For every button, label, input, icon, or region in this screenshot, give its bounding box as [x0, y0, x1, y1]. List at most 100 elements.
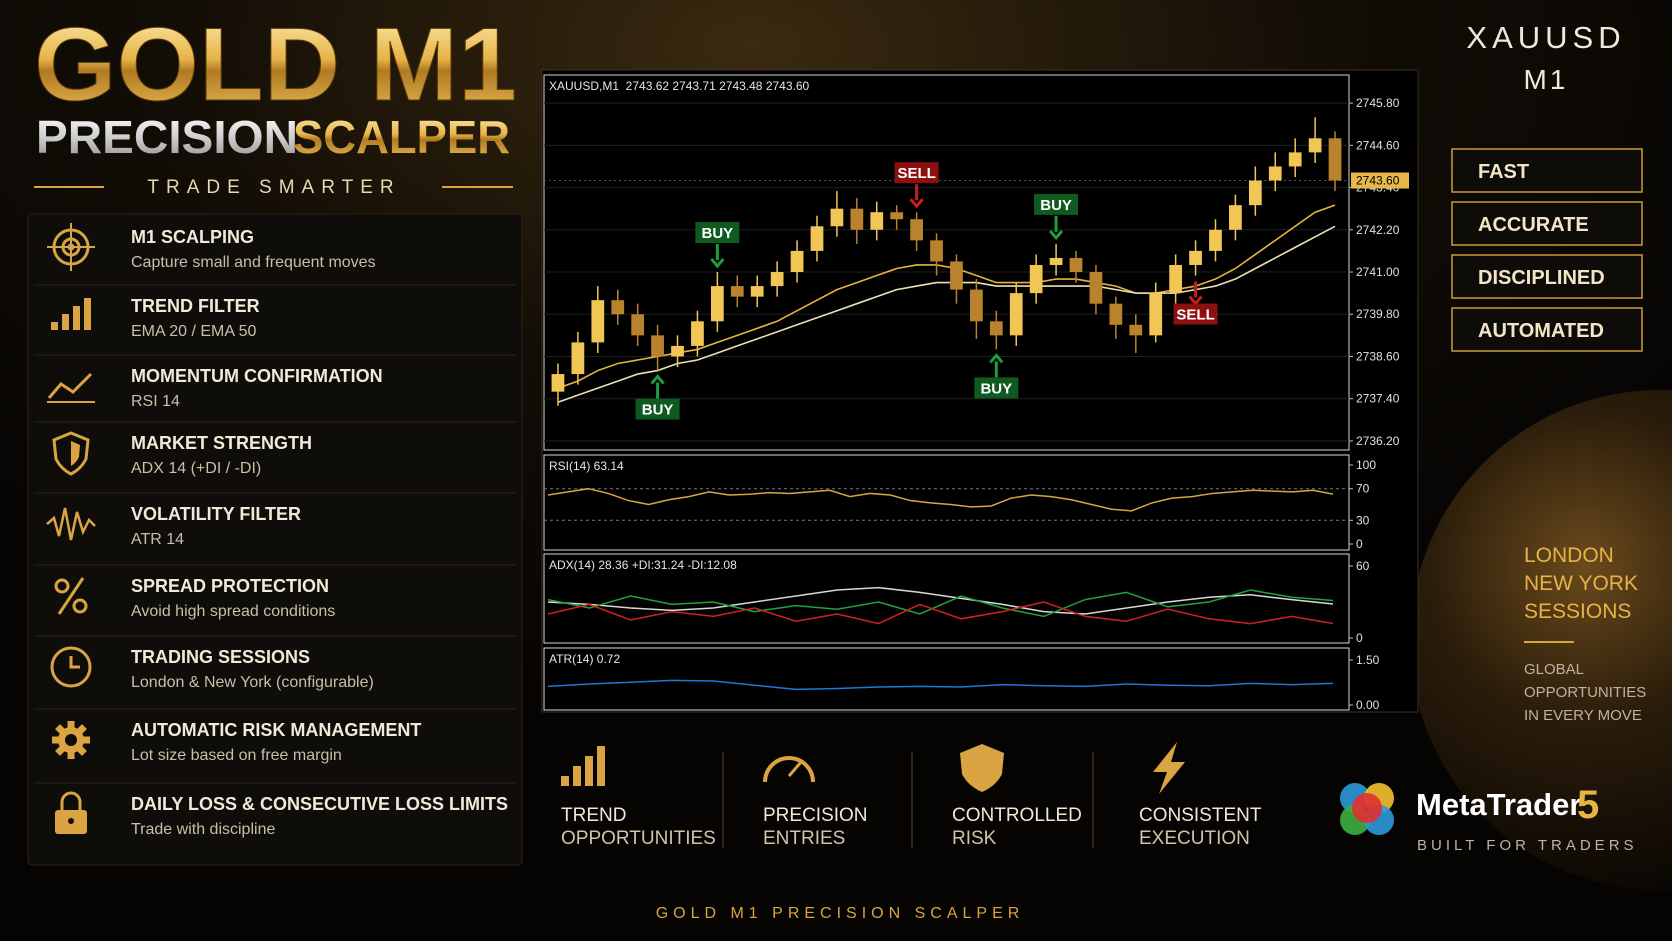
y-tick-label: 0 — [1356, 537, 1363, 551]
badge-text: DISCIPLINED — [1478, 267, 1605, 289]
icon-part — [54, 578, 70, 594]
last-price-label: 2743.60 — [1356, 174, 1400, 188]
candle-body — [1189, 250, 1202, 265]
candle-body — [870, 212, 884, 230]
symbol: XAUUSD — [1466, 20, 1625, 55]
icon-part — [73, 306, 80, 330]
y-tick-label: 70 — [1356, 482, 1370, 496]
feature-title: MARKET STRENGTH — [131, 433, 312, 453]
candle-body — [591, 300, 605, 343]
candle-body — [671, 345, 684, 357]
candle-body — [810, 226, 824, 251]
candle-body — [1308, 138, 1322, 153]
y-tick-label: 0 — [1356, 631, 1363, 645]
ema-line — [557, 204, 1336, 389]
candle-body — [830, 208, 844, 227]
indicator-line — [547, 601, 1334, 625]
badge-text: ACCURATE — [1478, 214, 1589, 236]
candle-body — [930, 240, 943, 262]
feature-icon — [52, 431, 90, 476]
feature-title: VOLATILITY FILTER — [131, 504, 301, 524]
signal-box — [695, 222, 740, 244]
signal-arrow — [1048, 215, 1064, 241]
signal-arrow — [909, 184, 924, 209]
highlight-icon — [960, 744, 1004, 792]
feature-desc: Capture small and frequent moves — [131, 254, 376, 271]
indicator-line — [547, 589, 1334, 618]
sessions-note: GLOBAL — [1524, 661, 1584, 678]
y-tick-label: 100 — [1356, 458, 1376, 472]
pane — [543, 553, 1350, 644]
y-tick-label: 2741.00 — [1356, 265, 1400, 279]
candle-body — [970, 289, 983, 322]
feature-icon — [55, 791, 87, 834]
feature-icon — [47, 223, 95, 271]
indicator-line — [547, 586, 1334, 615]
badge-box — [1451, 201, 1643, 246]
highlight-text: OPPORTUNITIES — [561, 828, 716, 849]
signal-label: BUY — [980, 380, 1012, 397]
ema-line — [557, 225, 1336, 403]
badge-box — [1451, 307, 1643, 352]
icon-part — [69, 656, 80, 669]
feature-desc: Avoid high spread conditions — [131, 603, 335, 620]
icon-part — [52, 431, 90, 476]
candle-body — [1029, 264, 1043, 294]
signal-arrow — [989, 353, 1004, 378]
highlight-icon — [573, 766, 581, 786]
highlight-icon — [1153, 742, 1185, 794]
highlight-text: ENTRIES — [763, 828, 845, 849]
highlight-text: RISK — [952, 828, 997, 849]
feature-title: TRADING SESSIONS — [131, 647, 310, 667]
y-tick-label: 2738.60 — [1356, 349, 1400, 363]
candle-body — [1248, 180, 1262, 206]
signal-box — [635, 398, 680, 420]
y-tick-label: 0.00 — [1356, 698, 1380, 712]
pane-title: RSI(14) 63.14 — [549, 459, 624, 473]
pane-title: ADX(14) 28.36 +DI:31.24 -DI:12.08 — [549, 558, 737, 572]
candle-body — [1049, 257, 1063, 265]
feature-desc: ADX 14 (+DI / -DI) — [131, 460, 261, 477]
candle-body — [571, 342, 585, 375]
signal-label: SELL — [897, 165, 935, 182]
sessions-title: SESSIONS — [1524, 600, 1631, 623]
platform-name: MetaTrader — [1416, 787, 1581, 822]
icon-part — [68, 818, 74, 824]
subtitle-silver: PRECISION — [36, 111, 298, 163]
candle-body — [611, 300, 625, 315]
sessions-title: LONDON — [1524, 544, 1614, 567]
pane — [543, 647, 1350, 711]
indicator-line — [547, 679, 1334, 691]
y-tick-label: 2739.80 — [1356, 307, 1400, 321]
candle-body — [770, 272, 784, 287]
feature-icon — [52, 721, 90, 759]
icon-part — [50, 646, 92, 688]
badge-text: AUTOMATED — [1478, 320, 1604, 342]
highlight-text: PRECISION — [763, 805, 868, 826]
icon-part — [51, 322, 58, 330]
highlight-icon — [561, 776, 569, 786]
signal-label: SELL — [1176, 307, 1214, 324]
feature-title: TREND FILTER — [131, 296, 260, 316]
y-tick-label: 2736.20 — [1356, 434, 1400, 448]
candle-body — [890, 212, 904, 220]
candle-body — [1288, 152, 1302, 167]
icon-part — [57, 577, 85, 615]
signal-label: BUY — [642, 402, 674, 419]
signal-label: BUY — [1040, 197, 1072, 214]
highlight-icon — [787, 761, 803, 777]
last-price-box — [1351, 172, 1409, 189]
feature-desc: Trade with discipline — [131, 821, 275, 838]
y-tick-label: 30 — [1356, 513, 1370, 527]
globe — [1410, 390, 1672, 890]
icon-part — [47, 372, 93, 399]
highlight-text: TREND — [561, 805, 626, 826]
feature-desc: Lot size based on free margin — [131, 747, 342, 764]
signal-label: BUY — [702, 225, 734, 242]
candle-body — [710, 286, 724, 322]
highlight-icon — [597, 746, 605, 786]
badge-box — [1451, 148, 1643, 193]
